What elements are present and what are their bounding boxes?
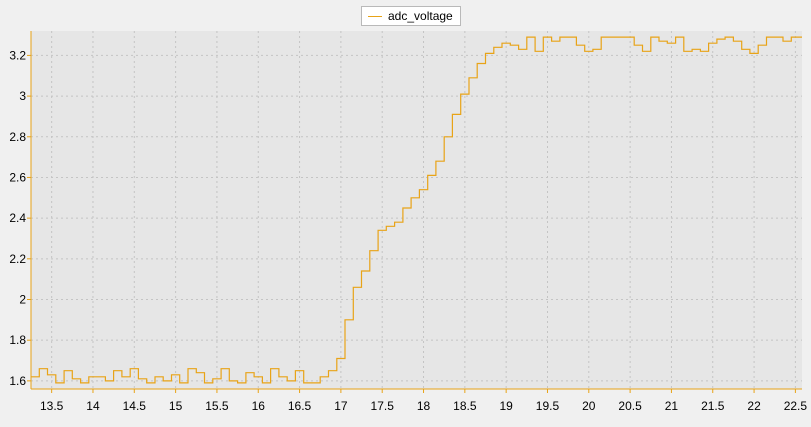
y-tick-label: 2.4 <box>9 211 26 225</box>
x-tick-label: 16.5 <box>288 399 312 413</box>
series-line-adc-voltage <box>31 36 802 384</box>
grid-lines <box>31 31 802 389</box>
y-tick-label: 2.2 <box>9 252 26 266</box>
x-tick-label: 14 <box>86 399 100 413</box>
x-tick-label: 20 <box>582 399 596 413</box>
y-tick-label: 2.6 <box>9 170 26 184</box>
y-tick-label: 2 <box>19 293 26 307</box>
x-tick-label: 15.5 <box>205 399 229 413</box>
y-tick-label: 1.6 <box>9 374 26 388</box>
x-tick-label: 22 <box>747 399 761 413</box>
y-tick-label: 1.8 <box>9 333 26 347</box>
plot-area[interactable] <box>31 31 802 389</box>
x-tick-label: 13.5 <box>40 399 64 413</box>
y-tick-label: 3.2 <box>9 48 26 62</box>
y-tick-label: 2.8 <box>9 130 26 144</box>
series-layer <box>31 36 802 384</box>
x-tick-label: 21.5 <box>701 399 725 413</box>
x-tick-label: 14.5 <box>123 399 147 413</box>
legend[interactable]: adc_voltage <box>361 6 461 26</box>
x-tick-label: 16 <box>252 399 266 413</box>
x-tick-label: 19 <box>499 399 513 413</box>
x-tick-label: 17 <box>334 399 348 413</box>
legend-label: adc_voltage <box>388 9 453 23</box>
legend-swatch-icon <box>368 15 382 17</box>
x-tick-label: 18 <box>417 399 431 413</box>
x-tick-label: 18.5 <box>453 399 477 413</box>
axes <box>27 31 802 393</box>
x-tick-label: 19.5 <box>536 399 560 413</box>
x-tick-label: 20.5 <box>618 399 642 413</box>
y-tick-label: 3 <box>19 89 26 103</box>
x-tick-label: 17.5 <box>371 399 395 413</box>
x-tick-label: 15 <box>169 399 183 413</box>
tick-labels: 13.5 14 14.5 15 15.5 16 16.5 17 17.5 18 18.5 19 19.5… <box>9 48 807 413</box>
x-tick-label: 22.5 <box>784 399 808 413</box>
x-tick-label: 21 <box>665 399 679 413</box>
